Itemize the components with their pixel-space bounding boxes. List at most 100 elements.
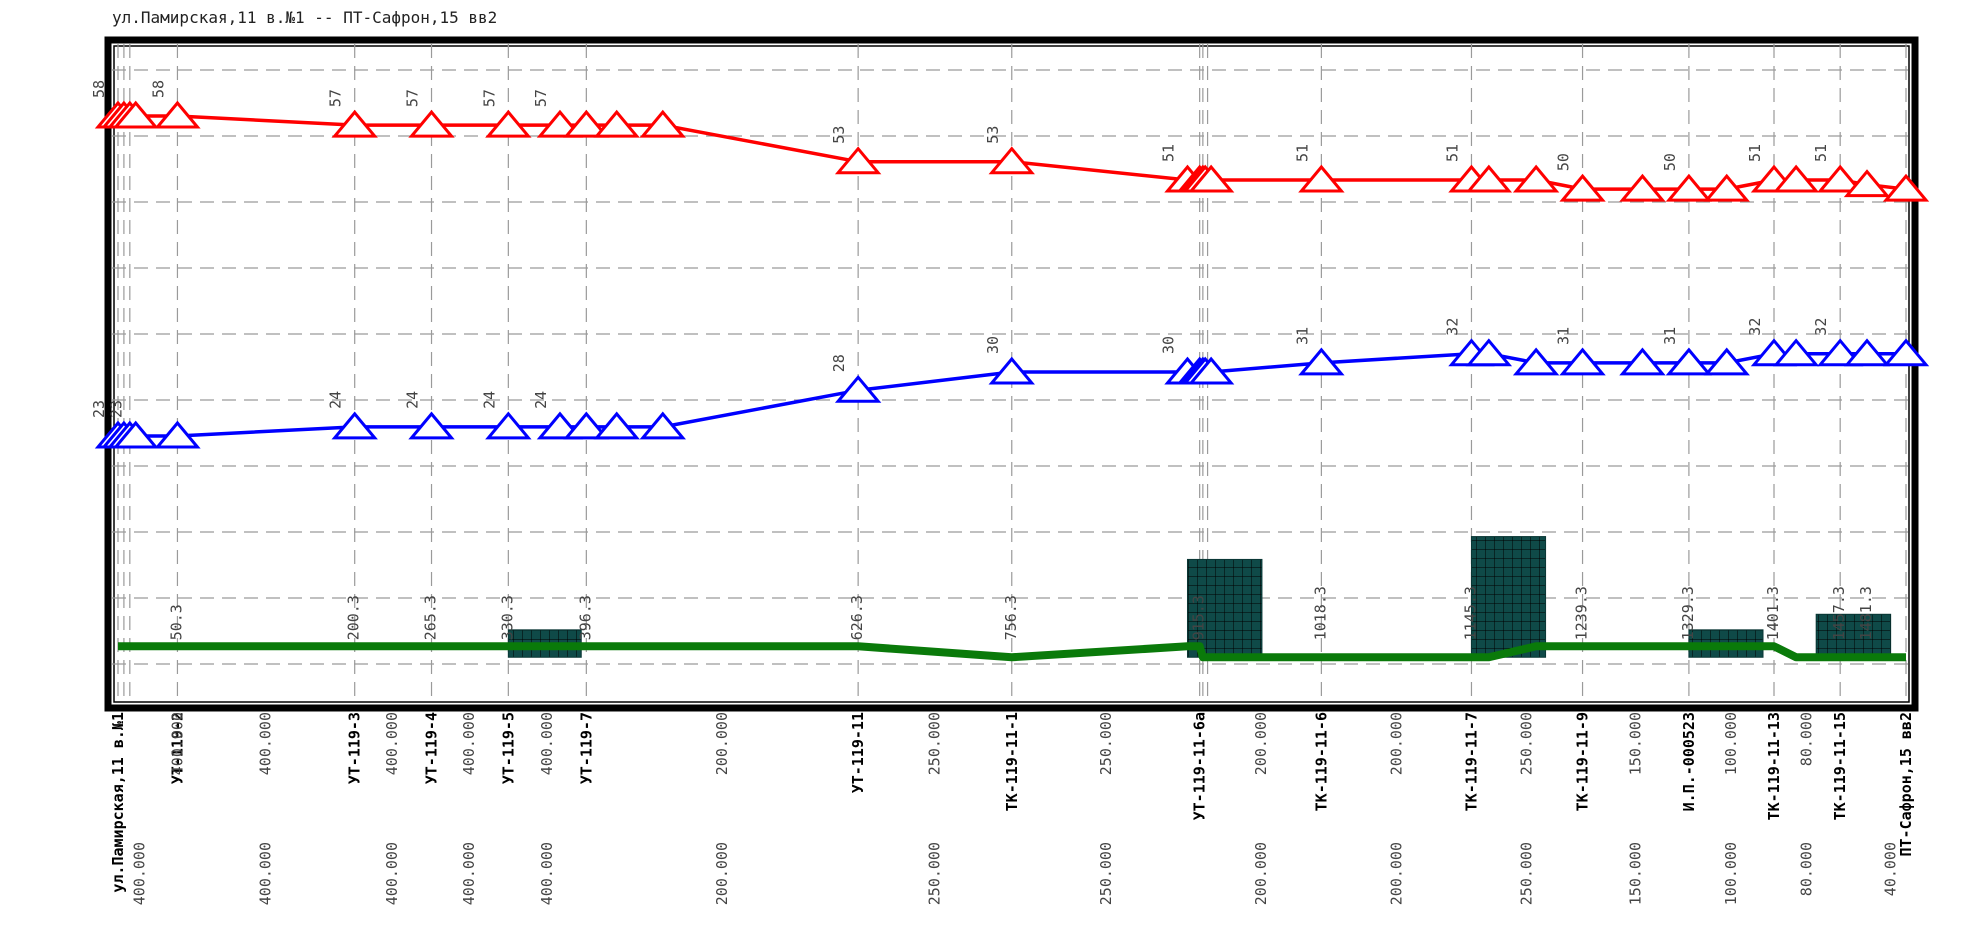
node-label: ТК-119-11-13 [1765,712,1783,820]
blue-triangle-marker [563,411,610,440]
value-label: 30 [1159,336,1177,354]
hatched-block [1815,613,1892,658]
segment-length-label: 200.000 [713,712,731,775]
blue-triangle-marker [639,411,686,440]
value-label: 58 [90,80,108,98]
segment-length-label: 250.000 [926,712,944,775]
segment-length-label: 400.000 [257,842,275,905]
value-label: 57 [532,89,550,107]
blue-triangle-marker [1187,356,1235,385]
segment-length-label: 400.000 [460,842,478,905]
segment-length-label: 400.000 [130,842,148,905]
distance-label: 1481.3 [1857,586,1875,640]
red-triangle-marker [1816,164,1864,193]
hatched-block [1186,558,1263,658]
value-label: 32 [1812,318,1830,336]
segment-length-label: 400.000 [383,712,401,775]
red-triangle-marker [563,109,610,138]
blue-triangle-marker [1619,347,1666,376]
value-label: 53 [830,126,848,144]
red-triangle-marker [154,100,201,129]
distance-label: 1239.3 [1573,586,1591,640]
red-triangle-marker [1843,169,1891,198]
node-label: УТ-119-11 [849,712,867,793]
distance-label: 200.3 [345,595,363,640]
node-label: УТ-119-11-6а [1191,712,1209,820]
segment-length-label: 150.000 [1626,712,1644,775]
blue-triangle-marker [112,420,159,449]
value-label: 31 [1293,327,1311,345]
red-triangle-marker [1882,173,1930,202]
red-triangle-marker [1465,164,1513,193]
node-label: ул.Памирская,11 в.№1 [109,712,127,893]
segment-length-label: 250.000 [926,842,944,905]
value-label: 24 [532,391,550,409]
value-label: 51 [1293,144,1311,162]
value-label: 57 [480,89,498,107]
blue-triangle-marker [408,411,455,440]
node-label: ТК-119-11-1 [1003,712,1021,811]
chart-title: ул.Памирская,11 в.№1 -- ПТ-Сафрон,15 вв2 [112,8,498,27]
value-label: 51 [1812,144,1830,162]
value-label: 31 [1661,327,1679,345]
node-label: УТ-119-7 [577,712,595,784]
blue-triangle-marker [1843,338,1891,367]
segment-length-label: 400.000 [538,712,556,775]
value-label: 32 [1443,318,1461,336]
segment-length-label: 80.000 [1798,712,1816,766]
blue-triangle-marker [331,411,378,440]
distance-label: 1018.3 [1311,586,1329,640]
red-triangle-marker [112,100,159,129]
blue-triangle-marker [1559,347,1606,376]
segment-length-label: 400.000 [460,712,478,775]
blue-triangle-marker [1772,338,1820,367]
value-label: 24 [480,391,498,409]
distance-label: 330.3 [498,595,516,640]
node-label: ТК-119-11-6 [1312,712,1330,811]
value-label: 23 [90,400,108,418]
red-triangle-marker [1559,173,1606,202]
segment-length-label: 200.000 [1252,842,1270,905]
node-label: УТ-119-2 [168,712,186,784]
blue-triangle-marker [485,411,532,440]
segment-length-label: 40.000 [1882,842,1900,896]
node-label: ТК-119-11-7 [1462,712,1480,811]
segment-length-label: 400.000 [257,712,275,775]
segment-length-label: 100.000 [1722,712,1740,775]
red-triangle-marker [485,109,532,138]
segment-length-label: 200.000 [1252,712,1270,775]
red-triangle-marker [593,109,640,138]
value-label: 50 [1555,153,1573,171]
blue-triangle-marker [1703,347,1750,376]
node-label: ТК-119-11-15 [1831,712,1849,820]
node-label: УТ-119-5 [499,712,517,784]
segment-length-label: 200.000 [1388,712,1406,775]
node-label: УТ-119-3 [346,712,364,784]
blue-triangle-marker [1512,347,1560,376]
segment-length-label: 250.000 [1097,712,1115,775]
distance-label: 396.3 [576,595,594,640]
red-triangle-marker [1619,173,1666,202]
segment-length-label: 80.000 [1798,842,1816,896]
distance-label: 626.3 [848,595,866,640]
segment-length-label: 200.000 [713,842,731,905]
blue-triangle-marker [834,374,882,403]
blue-triangle-marker [988,356,1035,385]
value-label: 30 [984,336,1002,354]
distance-label: 1145.3 [1461,586,1479,640]
distance-label: 50.3 [167,604,185,640]
value-label: 24 [327,391,345,409]
value-label: 57 [404,89,422,107]
value-label: 53 [984,126,1002,144]
red-triangle-marker [408,109,455,138]
red-triangle-marker [1772,164,1820,193]
value-label: 51 [1159,144,1177,162]
node-label: ПТ-Сафрон,15 вв2 [1897,712,1915,857]
blue-triangle-marker [1298,347,1345,376]
value-label: 23 [108,400,126,418]
distance-label: 1401.3 [1764,586,1782,640]
value-label: 58 [149,80,167,98]
value-label: 24 [404,391,422,409]
value-label: 51 [1443,144,1461,162]
blue-triangle-marker [1665,347,1713,376]
